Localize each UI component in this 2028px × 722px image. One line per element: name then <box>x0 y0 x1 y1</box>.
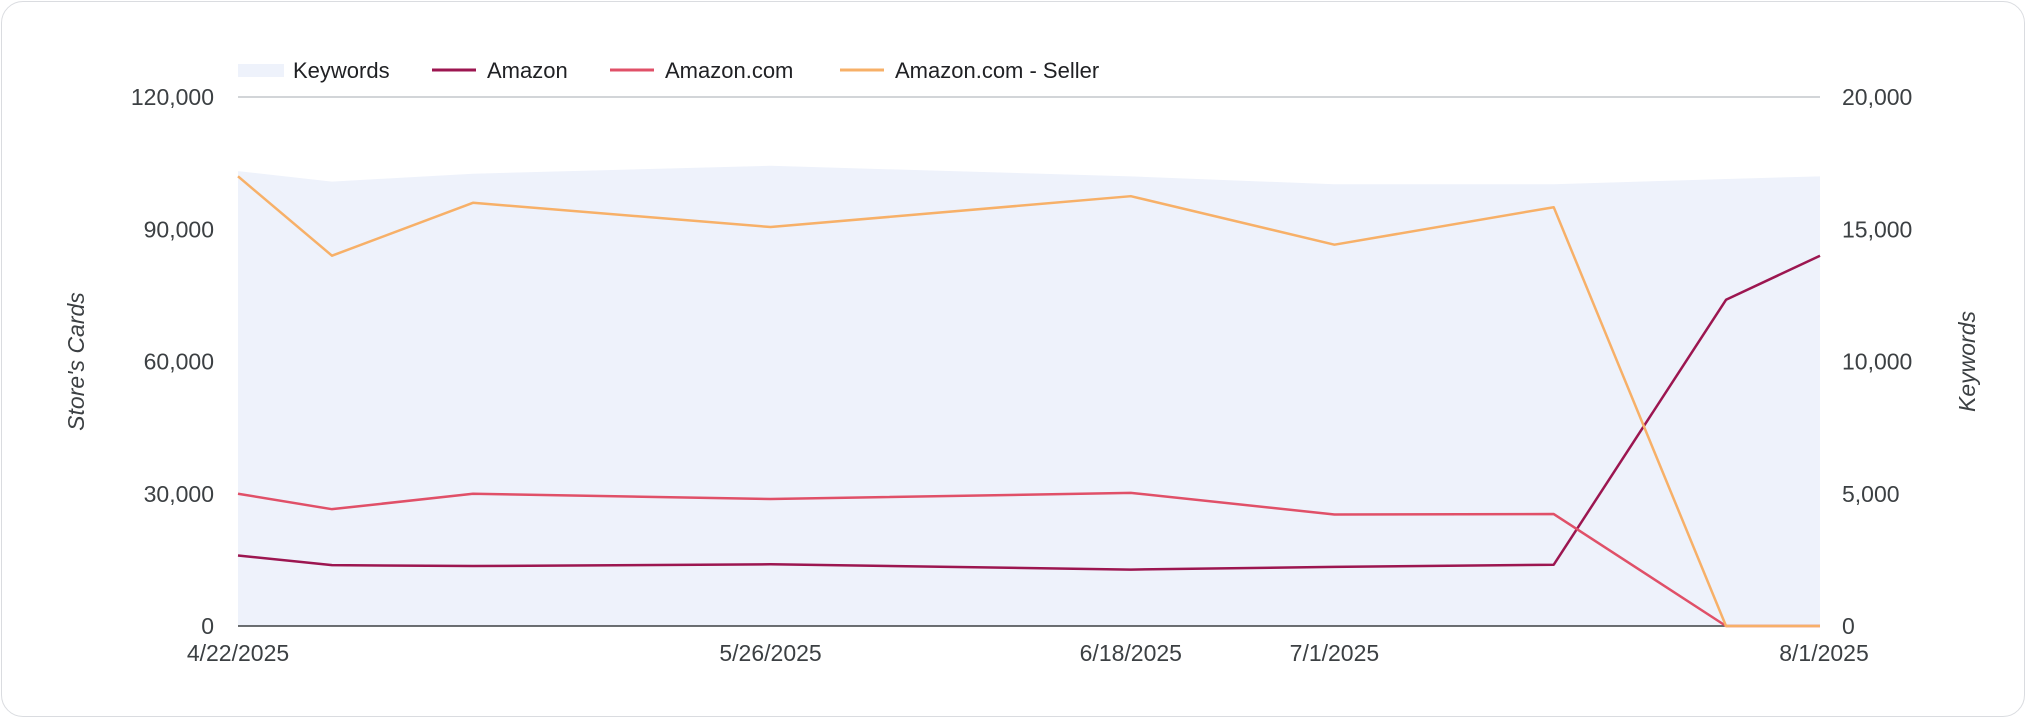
y-right-tick-label: 15,000 <box>1842 216 1912 242</box>
legend-label-keywords: Keywords <box>293 58 390 83</box>
legend-label-amazon-com-seller: Amazon.com - Seller <box>895 58 1099 83</box>
x-tick-label: 4/22/2025 <box>187 640 289 666</box>
x-tick-label: 7/1/2025 <box>1290 640 1380 666</box>
legend-label-amazon-com: Amazon.com <box>665 58 793 83</box>
x-tick-label: 5/26/2025 <box>719 640 821 666</box>
y-right-tick-label: 20,000 <box>1842 84 1912 110</box>
x-tick-label: 6/18/2025 <box>1080 640 1182 666</box>
y-right-tick-label: 0 <box>1842 613 1855 639</box>
x-tick-label: 8/1/2025 <box>1779 640 1869 666</box>
y-left-axis-title: Store's Cards <box>63 292 89 431</box>
y-left-tick-label: 0 <box>201 613 214 639</box>
series-line-amazon-com-seller <box>237 175 1820 628</box>
y-left-tick-label: 30,000 <box>144 481 214 507</box>
series-area-keywords <box>238 165 1820 627</box>
legend-swatch-keywords <box>238 64 284 77</box>
legend-label-amazon: Amazon <box>487 58 568 83</box>
y-left-tick-label: 120,000 <box>131 84 214 110</box>
series-line-amazon <box>237 254 1821 571</box>
y-left-tick-label: 60,000 <box>144 349 214 375</box>
series-line-amazon-com <box>237 491 1820 628</box>
y-right-axis-title: Keywords <box>1954 311 1980 412</box>
y-left-tick-label: 90,000 <box>144 216 214 242</box>
y-right-tick-label: 5,000 <box>1842 481 1900 507</box>
y-right-tick-label: 10,000 <box>1842 349 1912 375</box>
